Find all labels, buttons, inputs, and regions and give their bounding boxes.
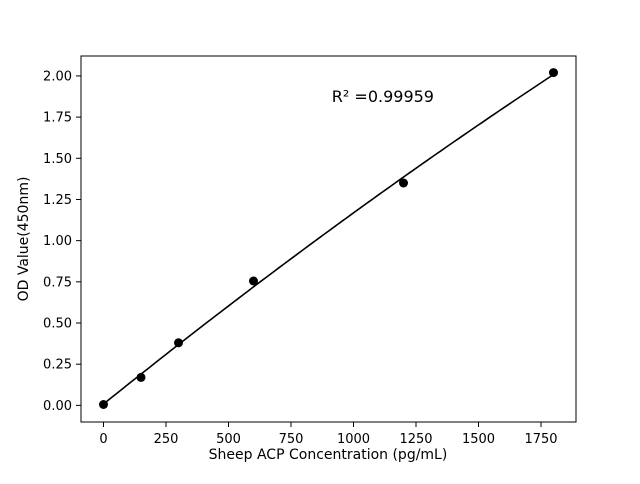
data-point [249,276,258,286]
y-axis-ticks: 0.00 0.25 0.50 0.75 1.00 1.25 1.50 1.75 2.00 [43,69,81,414]
y-tick-label: 1.25 [43,193,72,208]
data-point [136,372,146,382]
y-tick-label: 0.00 [43,399,72,414]
x-tick-label: 1750 [524,432,557,447]
y-axis-label: OD Value(450nm) [16,177,32,302]
y-tick-label: 0.75 [43,275,72,290]
y-tick-label: 2.00 [43,69,72,84]
y-tick-label: 1.00 [43,234,72,249]
x-tick-label: 750 [279,432,304,447]
fit-line [102,73,554,405]
data-point [174,338,183,348]
r-squared-annotation: R² =0.99959 [332,87,434,106]
y-tick-label: 1.50 [43,152,72,167]
data-point [549,68,558,78]
plot-frame [80,55,577,423]
data-points [99,68,558,409]
x-tick-label: 500 [216,432,241,447]
x-axis-label: Sheep ACP Concentration (pg/mL) [209,447,448,463]
x-tick-label: 1000 [337,432,370,447]
y-tick-label: 0.25 [43,358,72,373]
plot-area: 0 250 500 750 1000 1250 1500 1750 0.000.250.500… [16,55,577,463]
x-tick-label: 1250 [399,432,432,447]
x-tick-label: 250 [154,432,179,447]
x-tick-label: 1500 [462,432,495,447]
y-tick-label: 0.50 [43,317,72,332]
x-axis-ticks: 0 250 500 750 1000 1250 1500 1750 [99,422,558,447]
x-tick-label: 0 [99,432,107,447]
y-tick-label: 1.75 [43,111,72,126]
data-point [99,400,108,409]
data-point [399,178,408,188]
